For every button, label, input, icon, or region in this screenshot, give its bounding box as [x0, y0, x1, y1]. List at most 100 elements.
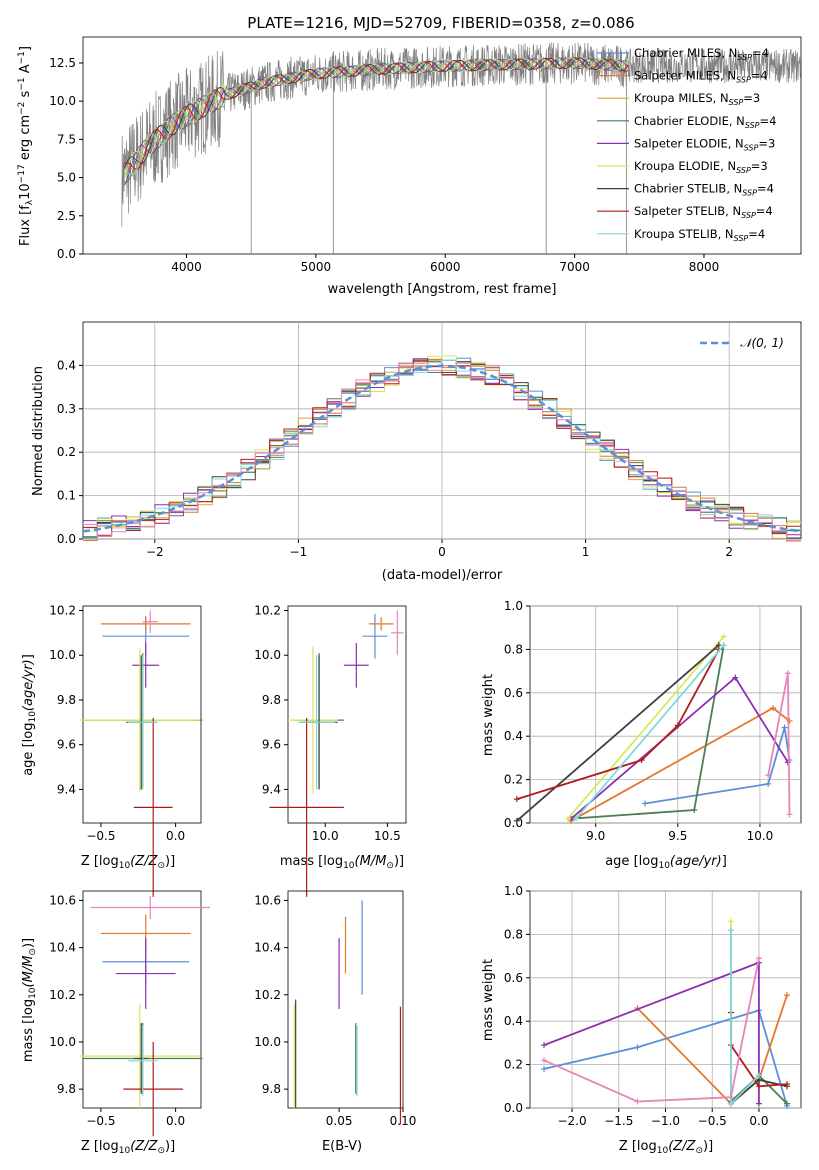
- legend-text: Kroupa ELODIE, N: [634, 159, 736, 173]
- mw-age-marker: [720, 633, 727, 640]
- spectrum-data-line: [121, 42, 801, 227]
- legend-text: Salpeter MILES, N: [634, 69, 736, 83]
- mw-z-marker: [727, 927, 734, 934]
- mw-age-marker: [674, 722, 681, 729]
- age-z-xlabel: Z [log10(Z/Z⊙)]: [81, 854, 175, 871]
- legend-count: =3: [751, 159, 768, 173]
- residual-xtick-label: 2: [725, 545, 733, 559]
- mw-age-ytick-label: 1.0: [504, 599, 523, 613]
- age-mass-ytick-label: 9.6: [262, 738, 281, 752]
- mw-z-ytick-label: 0.2: [504, 1058, 523, 1072]
- mass-ebv-ytick-label: 10.4: [254, 941, 281, 955]
- mw-age-ytick-label: 0.2: [504, 773, 523, 787]
- legend-count: =4: [748, 227, 765, 241]
- mw-age-ylabel: mass weight: [481, 674, 496, 756]
- mw-z-marker: [727, 1094, 734, 1101]
- mass-z-xtick-label: −0.5: [86, 1114, 115, 1128]
- mass-weight-vs-z-panel: Z [log10(Z/Z⊙)] mass weight −2.0 −1.5 −1.0…: [481, 884, 802, 1156]
- mw-z-marker: [727, 918, 734, 925]
- mass-z-xlabel: Z [log10(Z/Z⊙)]: [81, 1139, 175, 1156]
- mw-z-ytick-label: 0.4: [504, 1014, 523, 1028]
- legend-text: Chabrier STELIB, N: [634, 182, 742, 196]
- mw-age-marker: [784, 759, 791, 766]
- mass-z-xtick-label: 0.0: [166, 1114, 185, 1128]
- mw-age-xtick-label: 10.0: [747, 829, 774, 843]
- mw-z-line: [543, 958, 760, 1103]
- mw-age-marker: [784, 670, 791, 677]
- mw-z-xtick-label: −1.5: [604, 1114, 633, 1128]
- mw-age-ytick-label: 0.4: [504, 729, 523, 743]
- mw-z-marker: [634, 1098, 641, 1105]
- legend-text: Kroupa MILES, N: [634, 91, 729, 105]
- mass-vs-z-panel: Z [log10(Z/Z⊙)] mass [log10(M/M⊙)] −0.5 0…: [21, 890, 210, 1156]
- mw-age-marker: [770, 704, 777, 711]
- spectrum-panel: wavelength [Angstrom, rest frame] Flux […: [17, 36, 802, 297]
- mw-z-ytick-label: 0.8: [504, 927, 523, 941]
- spectrum-frame: [82, 36, 802, 255]
- mw-z-ytick-label: 1.0: [504, 884, 523, 898]
- spectrum-xtick-label: 6000: [430, 260, 461, 274]
- mass-z-ytick-label: 10.0: [49, 1035, 76, 1049]
- residual-ytick-label: 0.3: [57, 402, 76, 416]
- legend-count: =4: [752, 46, 769, 60]
- residual-xtick-label: 1: [582, 545, 590, 559]
- legend-text: Kroupa STELIB, N: [634, 227, 734, 241]
- legend-label: Salpeter ELODIE, NSSP=3: [634, 136, 775, 152]
- mw-age-line: [516, 644, 720, 822]
- legend-subscript: SSP: [741, 211, 756, 220]
- legend-count: =4: [756, 204, 773, 218]
- age-mass-xtick-label: 10.5: [374, 829, 401, 843]
- mw-z-marker: [783, 1100, 790, 1107]
- spectrum-model-kroupa-elodie: [123, 57, 630, 179]
- spectrum-xtick-label: 8000: [689, 260, 720, 274]
- age-mass-xtick-label: 10.0: [312, 829, 339, 843]
- spectrum-ylabel: Flux [fλ10−17 erg cm−2 s−1 A−1]: [17, 46, 35, 246]
- age-z-ytick-label: 10.0: [49, 648, 76, 662]
- spectrum-xtick-label: 5000: [301, 260, 332, 274]
- legend-subscript: SSP: [745, 121, 760, 130]
- mw-z-xtick-label: −2.0: [557, 1114, 586, 1128]
- age-z-xtick-label: 0.0: [166, 829, 185, 843]
- mass-ebv-xlabel: E(B-V): [322, 1139, 362, 1154]
- age-vs-mass-panel: mass [log10(M/M⊙)] 10.0 10.5 9.4 9.6 9.8 10.0…: [254, 603, 407, 897]
- legend-text: Salpeter STELIB, N: [634, 204, 741, 218]
- mw-age-marker: [765, 780, 772, 787]
- mw-z-xlabel: Z [log10(Z/Z⊙)]: [619, 1139, 713, 1156]
- spectrum-model-salpeter-stelib: [124, 57, 630, 170]
- mw-age-marker: [564, 815, 571, 822]
- spectrum-ytick-label: 5.0: [57, 171, 76, 185]
- gaussian-curve: [82, 364, 802, 533]
- legend-count: =4: [751, 69, 768, 83]
- mw-age-xtick-label: 9.5: [668, 829, 687, 843]
- legend-text: Chabrier ELODIE, N: [634, 114, 745, 128]
- mw-age-line: [644, 727, 791, 805]
- mw-z-marker: [755, 1083, 762, 1090]
- mw-z-marker: [755, 1100, 762, 1107]
- mw-age-marker: [638, 757, 645, 764]
- spectrum-ytick-label: 0.0: [57, 247, 76, 261]
- residual-ytick-label: 0.1: [57, 489, 76, 503]
- spectrum-xtick-label: 7000: [559, 260, 590, 274]
- legend-subscript: SSP: [737, 53, 752, 62]
- age-mass-ytick-label: 9.8: [262, 693, 281, 707]
- mw-age-marker: [513, 796, 520, 803]
- legend-label: Chabrier MILES, NSSP=4: [634, 46, 769, 62]
- mw-z-marker: [783, 1081, 790, 1088]
- legend-label: Chabrier STELIB, NSSP=4: [634, 182, 774, 198]
- legend-count: =4: [757, 182, 774, 196]
- legend-subscript: SSP: [734, 234, 749, 243]
- legend-subscript: SSP: [736, 166, 751, 175]
- residual-panel: (data-model)/error Normed distribution −…: [31, 321, 802, 583]
- mass-vs-ebv-panel: E(B-V) 0.05 0.10 9.8 10.0 10.2 10.4 10.6: [254, 890, 416, 1154]
- mw-z-line: [543, 961, 760, 1104]
- mw-age-line: [516, 648, 720, 800]
- mass-weight-vs-age-panel: age [log10(age/yr)] mass weight 9.0 9.5 10…: [481, 599, 802, 871]
- residual-ylabel: Normed distribution: [31, 366, 46, 496]
- mw-z-marker: [634, 1044, 641, 1051]
- age-mass-xlabel: mass [log10(M/M⊙)]: [280, 854, 404, 871]
- legend-count: =3: [758, 136, 775, 150]
- age-mass-ytick-label: 10.0: [254, 648, 281, 662]
- mw-age-marker: [781, 724, 788, 731]
- mw-age-ytick-label: 0.6: [504, 686, 523, 700]
